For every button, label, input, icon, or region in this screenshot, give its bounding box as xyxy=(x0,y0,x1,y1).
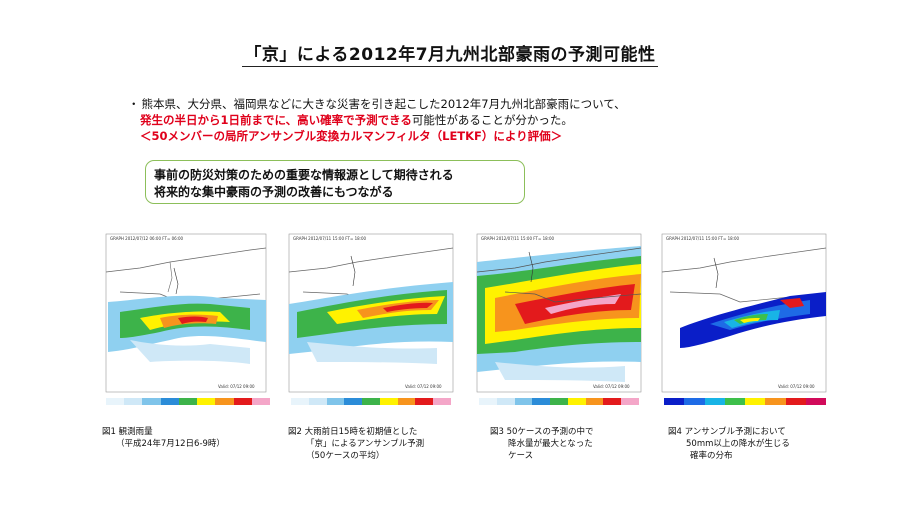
figure-3-map: GRAPH 2012/07/11 15:00 FT= 18:00 Valid: … xyxy=(475,232,643,394)
svg-text:Valid: 07/12 09:00: Valid: 07/12 09:00 xyxy=(218,384,255,389)
slide-title: 「京」による2012年7月九州北部豪雨の予測可能性 xyxy=(0,40,900,67)
figure-2-map: GRAPH 2012/07/11 15:00 FT= 18:00 Valid: … xyxy=(287,232,455,394)
figure-3-map-graphic: GRAPH 2012/07/11 15:00 FT= 18:00 Valid: … xyxy=(476,233,642,393)
figure-1-caption-line-2: （平成24年7月12日6-9時） xyxy=(116,439,225,449)
figure-1-map-graphic: GRAPH 2012/07/12 06:00 FT= 06:00 Valid: … xyxy=(105,233,267,393)
callout-line-2: 将来的な集中豪雨の予測の改善にもつながる xyxy=(154,185,394,199)
figure-3-colorbar xyxy=(479,398,640,405)
figure-2-caption-line-2: 「京」によるアンサンブル予測 xyxy=(306,439,425,449)
svg-text:GRAPH 2012/07/11 15:00 FT= 18:: GRAPH 2012/07/11 15:00 FT= 18:00 xyxy=(293,236,367,241)
bullet-line-3: ＜50メンバーの局所アンサンブル変換カルマンフィルタ（LETKF）により評価＞ xyxy=(140,129,563,143)
svg-text:GRAPH 2012/07/11 15:00 FT= 18:: GRAPH 2012/07/11 15:00 FT= 18:00 xyxy=(666,236,740,241)
callout-box: 事前の防災対策のための重要な情報源として期待される 将来的な集中豪雨の予測の改善… xyxy=(145,160,525,204)
figure-1-map: GRAPH 2012/07/12 06:00 FT= 06:00 Valid: … xyxy=(100,232,268,394)
bullet-dot: ・ xyxy=(128,97,140,111)
figure-2-colorbar xyxy=(291,398,452,405)
svg-text:Valid: 07/12 09:00: Valid: 07/12 09:00 xyxy=(778,384,815,389)
bullet-line-2-highlight: 発生の半日から1日前までに、高い確率で予測できる xyxy=(140,113,412,127)
figure-4-caption-line-1: 図4 アンサンブル予測において xyxy=(668,427,786,437)
figure-4-map: GRAPH 2012/07/11 15:00 FT= 18:00 Valid: … xyxy=(660,232,828,394)
bullet-line-1: ・熊本県、大分県、福岡県などに大きな災害を引き起こした2012年7月九州北部豪雨… xyxy=(128,96,626,112)
bullet-line-1-text: 熊本県、大分県、福岡県などに大きな災害を引き起こした2012年7月九州北部豪雨に… xyxy=(141,97,626,111)
svg-text:Valid: 07/12 09:00: Valid: 07/12 09:00 xyxy=(593,384,630,389)
summary-bullets: ・熊本県、大分県、福岡県などに大きな災害を引き起こした2012年7月九州北部豪雨… xyxy=(128,96,626,144)
callout-line-1: 事前の防災対策のための重要な情報源として期待される xyxy=(154,168,454,182)
svg-text:GRAPH 2012/07/11 15:00 FT= 18:: GRAPH 2012/07/11 15:00 FT= 18:00 xyxy=(481,236,555,241)
bullet-line-2: 発生の半日から1日前までに、高い確率で予測できる可能性があることが分かった。 xyxy=(128,112,626,128)
figure-4-map-graphic: GRAPH 2012/07/11 15:00 FT= 18:00 Valid: … xyxy=(661,233,827,393)
figure-4-colorbar xyxy=(664,398,826,405)
figure-3-caption-line-2: 降水量が最大となった xyxy=(508,439,593,449)
figure-1-caption: 図1 観測雨量 （平成24年7月12日6-9時） xyxy=(102,426,225,450)
slide-title-text: 「京」による2012年7月九州北部豪雨の予測可能性 xyxy=(242,45,658,67)
figure-4-caption-line-2: 50mm以上の降水が生じる xyxy=(686,439,790,449)
svg-text:GRAPH 2012/07/12 06:00 FT= 06:: GRAPH 2012/07/12 06:00 FT= 06:00 xyxy=(110,236,184,241)
figure-3-caption-line-3: ケース xyxy=(508,451,534,461)
figure-1-colorbar xyxy=(106,398,270,405)
figure-1-caption-line-1: 図1 観測雨量 xyxy=(102,427,153,437)
figure-2-caption: 図2 大雨前日15時を初期値とした 「京」によるアンサンブル予測 （50ケースの… xyxy=(288,426,424,462)
figure-2-map-graphic: GRAPH 2012/07/11 15:00 FT= 18:00 Valid: … xyxy=(288,233,454,393)
figure-3-caption-line-1: 図3 50ケースの予測の中で xyxy=(490,427,594,437)
figure-2-caption-line-1: 図2 大雨前日15時を初期値とした xyxy=(288,427,418,437)
figure-2-caption-line-3: （50ケースの平均） xyxy=(306,451,385,461)
figure-4-caption: 図4 アンサンブル予測において 50mm以上の降水が生じる 確率の分布 xyxy=(668,426,790,462)
figure-3-caption: 図3 50ケースの予測の中で 降水量が最大となった ケース xyxy=(490,426,594,462)
figure-4-caption-line-3: 確率の分布 xyxy=(690,451,733,461)
svg-text:Valid: 07/12 09:00: Valid: 07/12 09:00 xyxy=(405,384,442,389)
bullet-line-2-text: 可能性があることが分かった。 xyxy=(411,113,573,127)
